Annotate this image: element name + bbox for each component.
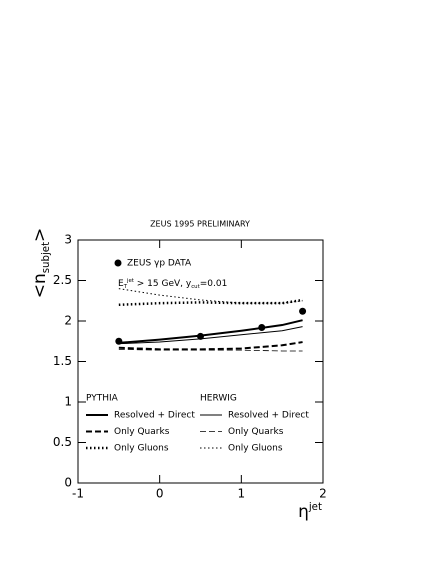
- x-tick-label: 0: [156, 487, 164, 501]
- text-part: η: [298, 502, 309, 522]
- legend-label: Only Gluons: [228, 444, 283, 454]
- y-tick-label: 2.5: [53, 273, 72, 287]
- series-line: [118, 319, 303, 344]
- text-part: E: [118, 279, 124, 289]
- text-part: T: [123, 284, 128, 290]
- x-tick-label: 1: [238, 487, 246, 501]
- x-tick-label: 2: [319, 487, 327, 501]
- series-line: [118, 348, 303, 352]
- y-tick-label: 1.5: [53, 354, 72, 368]
- text-part: <: [30, 284, 50, 298]
- series-line: [118, 326, 303, 345]
- text-part: >: [30, 228, 50, 242]
- legend-label: Only Quarks: [114, 427, 170, 437]
- series-line: [118, 341, 303, 351]
- text-part: cut: [191, 284, 200, 290]
- legend-marker: [114, 259, 122, 267]
- legend-label: Resolved + Direct: [114, 411, 195, 421]
- y-tick-label: 2: [64, 314, 72, 328]
- text-part: > 15 GeV, y: [134, 279, 192, 289]
- y-tick-label: 1: [64, 395, 72, 409]
- text-part: jet: [126, 278, 134, 284]
- data-point: [258, 323, 266, 331]
- y-tick-label: 0: [64, 476, 72, 490]
- text-part: =0.01: [200, 279, 228, 289]
- legend-header: HERWIG: [200, 394, 237, 404]
- rich-text: ηjet: [298, 502, 322, 523]
- text-part: n: [30, 273, 50, 284]
- series-line: [118, 288, 303, 304]
- text-part: subjet: [41, 242, 52, 273]
- legend-label: Only Gluons: [114, 444, 169, 454]
- legend-label: Only Quarks: [228, 427, 284, 437]
- data-point: [115, 337, 123, 345]
- legend-label: Resolved + Direct: [228, 411, 309, 421]
- rich-text: ETjet > 15 GeV, ycut=0.01: [118, 278, 227, 290]
- chart-title: ZEUS 1995 PRELIMINARY: [150, 220, 250, 229]
- text-part: jet: [308, 502, 322, 513]
- legend-label: ZEUS γp DATA: [127, 259, 192, 269]
- data-point: [299, 307, 307, 315]
- y-tick-label: 3: [64, 233, 72, 247]
- rich-text: <nsubjet>: [30, 228, 52, 299]
- y-tick-label: 0.5: [53, 435, 72, 449]
- data-point: [197, 332, 204, 340]
- x-tick-label: -1: [72, 487, 84, 501]
- legend-header: PYTHIA: [86, 394, 119, 404]
